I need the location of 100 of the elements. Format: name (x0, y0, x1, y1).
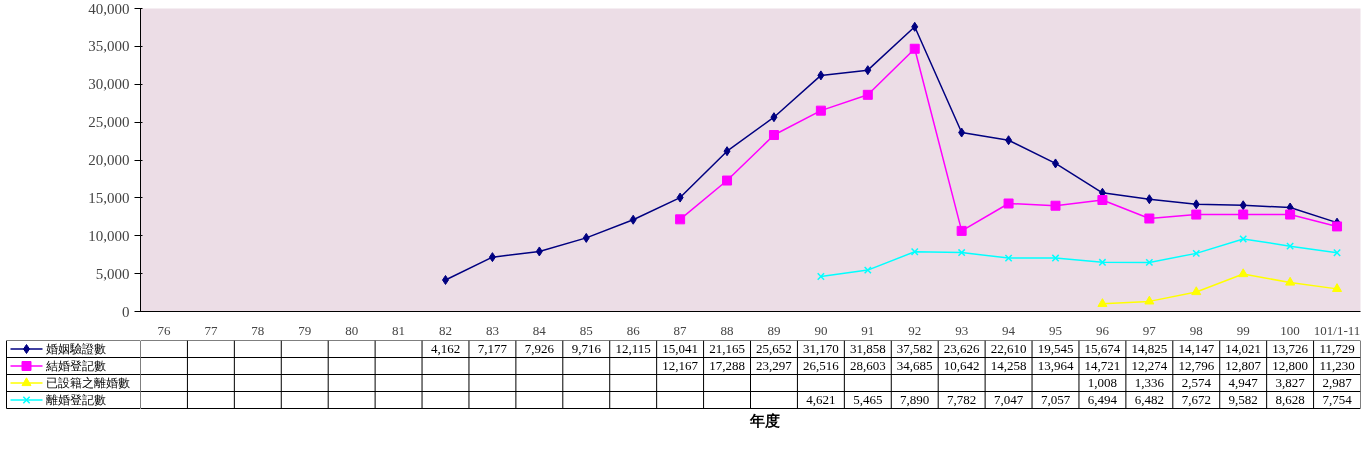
point (770, 112, 778, 123)
point (817, 70, 825, 81)
y-tick-label: 35,000 (88, 38, 130, 55)
data-label: 13,964 (1037, 358, 1074, 373)
data-label: 2,987 (1322, 375, 1353, 390)
x-tick-label: 78 (251, 322, 265, 338)
point (535, 246, 543, 257)
point (1191, 286, 1202, 296)
point (629, 214, 637, 225)
point (1098, 258, 1107, 267)
data-label: 14,258 (990, 358, 1027, 373)
point (1239, 234, 1248, 243)
data-label: 7,047 (993, 392, 1024, 407)
text: 年度 (748, 411, 780, 430)
data-label: 7,782 (947, 392, 977, 407)
y-tick-label: 40,000 (88, 0, 130, 17)
data-label: 14,721 (1084, 358, 1121, 373)
point (1003, 198, 1014, 209)
point (956, 225, 967, 236)
data-label: 37,582 (896, 341, 933, 356)
data-label: 5,465 (853, 392, 883, 407)
x-tick-label: 76 (157, 322, 171, 338)
data-label: 13,726 (1272, 341, 1309, 356)
x-tick-label: 95 (1049, 322, 1062, 338)
x-tick-label: 77 (204, 322, 218, 338)
data-label: 11,729 (1319, 341, 1355, 356)
data-label: 4,162 (430, 341, 461, 356)
point (1332, 283, 1343, 292)
point (582, 232, 590, 243)
point (1192, 249, 1201, 258)
data-label: 34,685 (896, 358, 933, 373)
x-tick-label: 99 (1236, 322, 1250, 338)
data-label: 25,652 (756, 341, 792, 356)
data-label: 22,610 (990, 341, 1027, 356)
point (958, 127, 966, 138)
point (675, 214, 686, 225)
data-label: 4,947 (1228, 375, 1259, 390)
data-label: 7,926 (524, 341, 555, 356)
y-tick-label: 20,000 (88, 152, 130, 168)
x-tick-label: 93 (955, 322, 969, 338)
point (1145, 194, 1153, 205)
data-label: 31,858 (849, 341, 886, 356)
point (1238, 268, 1249, 278)
data-label: 12,800 (1272, 358, 1308, 373)
x-tick-label: 101/1-11 (1313, 322, 1361, 338)
y-tick-label: 15,000 (88, 189, 130, 206)
point (1145, 258, 1154, 267)
x-tick-label: 80 (345, 322, 359, 338)
point (722, 175, 733, 186)
data-label: 7,754 (1322, 392, 1353, 407)
point (1239, 200, 1247, 211)
point (1192, 199, 1200, 210)
point (1051, 254, 1060, 262)
data-label: 12,274 (1131, 358, 1168, 373)
data-label: 9,582 (1228, 392, 1258, 407)
data-label: 2,574 (1181, 375, 1212, 390)
point (862, 89, 873, 100)
x-tick-label: 83 (485, 322, 499, 338)
x-tick-label: 81 (392, 322, 406, 338)
data-label: 19,545 (1037, 341, 1074, 356)
point (1191, 209, 1202, 220)
data-label: 12,796 (1178, 358, 1215, 373)
data-label: 1,008 (1087, 375, 1118, 390)
x-tick-label: 87 (673, 322, 688, 338)
point (910, 247, 919, 256)
point (1332, 221, 1343, 232)
point (1144, 213, 1155, 224)
data-label: 15,674 (1084, 341, 1121, 356)
x-tick-label: 79 (298, 322, 312, 338)
x-tick-label: 86 (626, 322, 641, 338)
x-tick-label: 89 (767, 322, 781, 338)
x-tick-label: 91 (861, 322, 875, 338)
point (864, 65, 872, 76)
legend-label: 婚姻驗證數 (45, 342, 106, 356)
data-label: 12,807 (1225, 358, 1262, 373)
data-label: 10,642 (943, 358, 980, 373)
point (768, 130, 779, 141)
point (723, 146, 731, 157)
point (1050, 200, 1061, 211)
x-tick-label: 92 (908, 322, 922, 338)
x-tick-label: 88 (720, 322, 734, 338)
point (1005, 135, 1013, 146)
x-tick-label: 84 (532, 322, 547, 338)
data-label: 1,336 (1134, 375, 1165, 390)
point (909, 43, 920, 54)
data-label: 3,827 (1275, 375, 1306, 390)
point (1333, 248, 1341, 257)
data-label: 23,626 (943, 341, 981, 356)
point (488, 252, 496, 263)
data-label: 7,177 (477, 341, 508, 356)
data-label: 28,603 (849, 358, 886, 373)
point (1238, 209, 1249, 220)
data-label: 14,825 (1131, 341, 1168, 356)
data-label: 21,165 (709, 341, 745, 356)
data-label: 31,170 (803, 341, 839, 356)
point (1286, 242, 1295, 251)
x-tick-label: 98 (1189, 322, 1203, 338)
data-label: 9,716 (571, 341, 602, 356)
x-tick-label: 96 (1095, 322, 1110, 338)
data-label: 26,516 (803, 358, 840, 373)
